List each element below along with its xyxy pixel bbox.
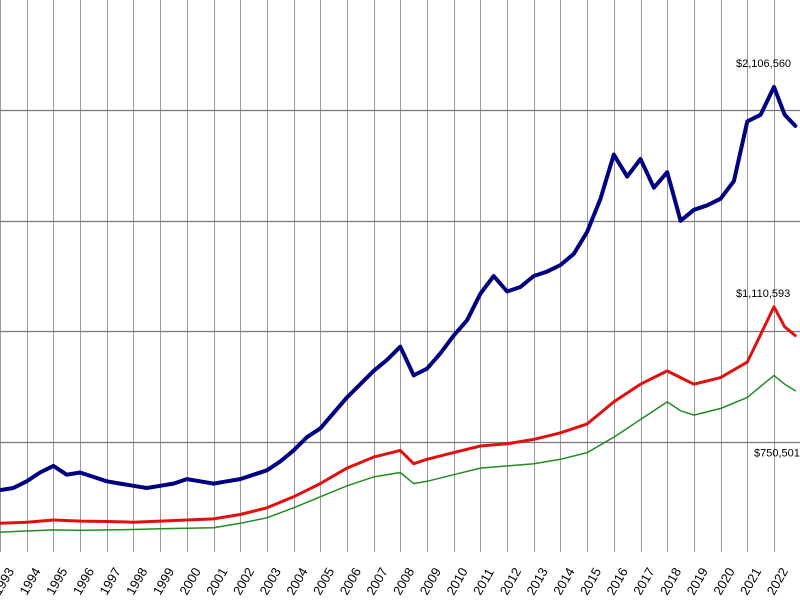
series-line-2 [0,305,797,525]
series-line-1 [0,84,798,493]
data-labels: $2,106,560 $1,110,593 $750,501 [736,58,800,459]
data-label-series-2: $1,110,593 [736,288,790,300]
gridlines [0,0,800,552]
data-label-series-1: $2,106,560 [736,58,791,70]
series-line-3 [0,374,797,533]
series-lines [0,84,798,533]
data-label-series-3: $750,501 [754,447,800,459]
